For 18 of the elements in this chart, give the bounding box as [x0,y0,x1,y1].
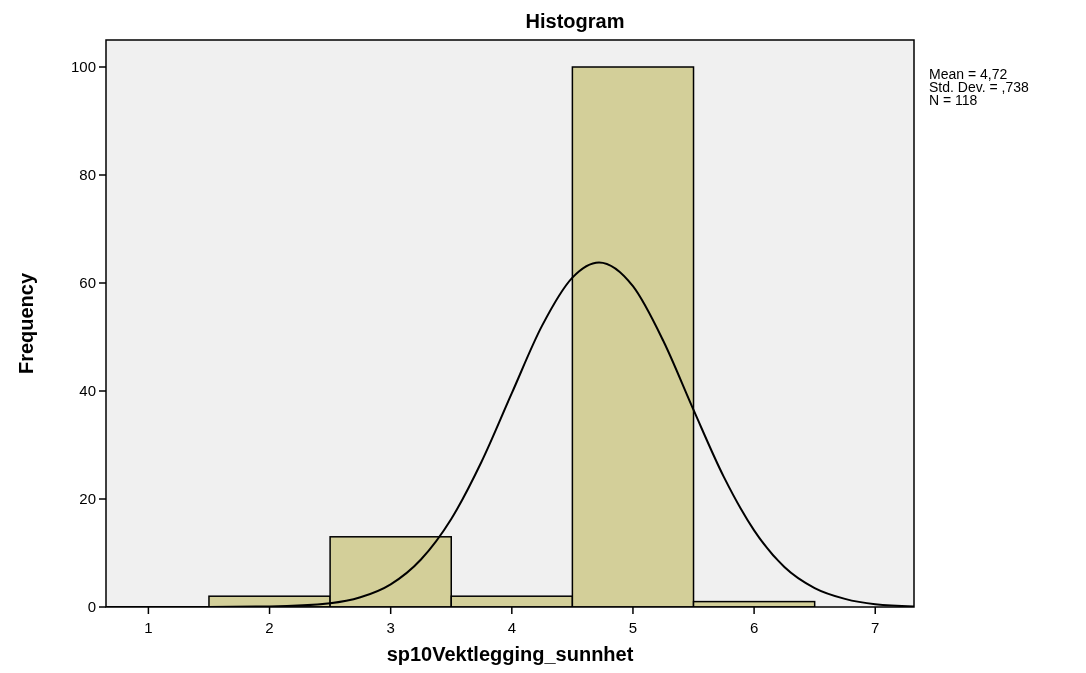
y-tick-label: 20 [79,490,96,508]
text: Mean = 4,72 [929,66,1008,82]
x-axis-title: sp10Vektlegging_sunnhet [386,643,634,665]
y-axis-title: Frequency [15,272,37,375]
y-tick-label: 0 [87,598,96,616]
x-tick-label: 6 [749,619,759,636]
y-tick-label: 40 [79,382,96,400]
x-tick-label: 2 [265,619,274,636]
x-tick-label: 1 [144,619,153,636]
y-tick-label: 60 [79,274,96,292]
text: N = 118 [929,92,978,108]
chart-title: Histogram [525,10,625,32]
x-tick-label: 5 [628,619,638,636]
x-tick-label: 4 [507,619,516,636]
y-tick-label: 100 [70,58,96,76]
x-tick-label: 7 [871,619,880,636]
x-tick-label: 3 [386,619,395,636]
y-tick-label: 80 [79,166,96,184]
